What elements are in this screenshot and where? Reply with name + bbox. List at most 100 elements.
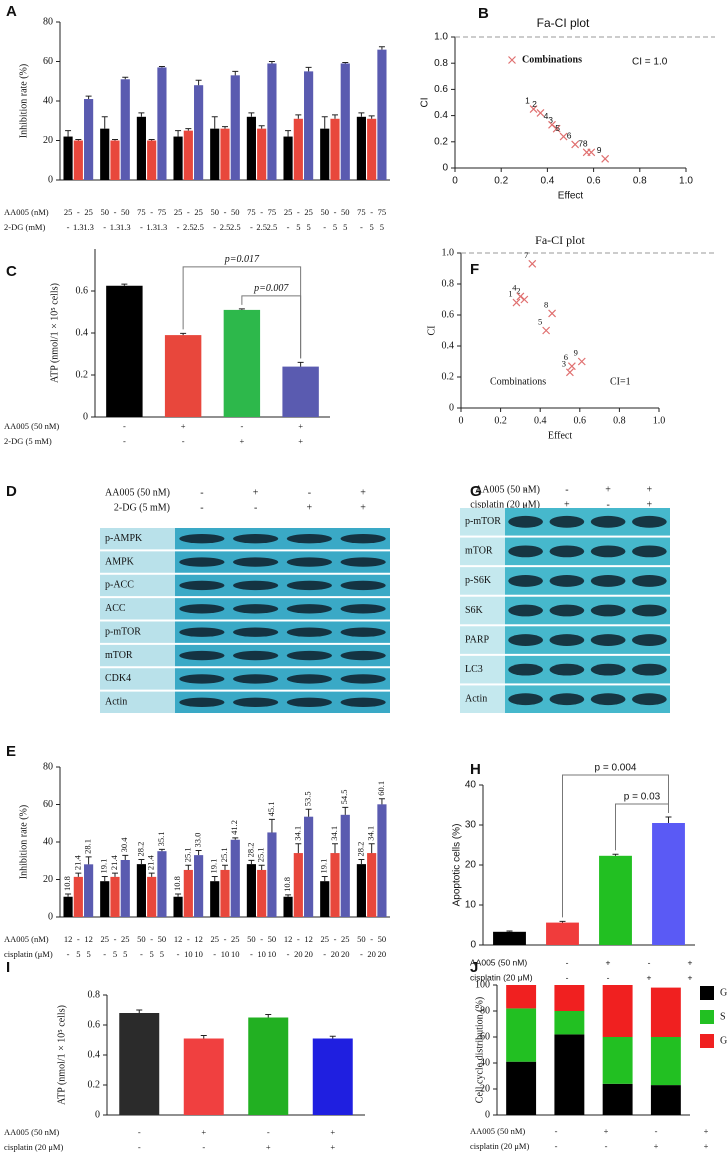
point-label: 7 xyxy=(578,139,583,149)
point-label: 9 xyxy=(597,145,602,155)
point xyxy=(548,120,556,129)
bar xyxy=(320,881,330,917)
bar-segment xyxy=(650,1037,681,1086)
blot-band xyxy=(179,604,225,614)
value-label: 19.1 xyxy=(209,859,219,874)
treatment-label: - xyxy=(308,487,311,498)
treatment-label: - xyxy=(565,484,568,495)
value-label: 28.2 xyxy=(245,843,255,858)
p-value: p=0.007 xyxy=(253,283,289,294)
treatment-label: + xyxy=(181,421,186,431)
blot-band xyxy=(179,557,225,567)
treatment-label: 5 xyxy=(296,222,300,232)
y-tick-label: 0.4 xyxy=(88,1049,101,1060)
bar xyxy=(157,851,167,917)
error-bar xyxy=(506,930,513,932)
treatment-label: 25 xyxy=(121,934,130,944)
treatment-label: 20 xyxy=(378,949,387,959)
bar xyxy=(194,85,204,180)
treatment-label: 5 xyxy=(86,949,90,959)
point xyxy=(529,105,538,113)
error-bar xyxy=(232,837,239,840)
treatment-label: 25 xyxy=(304,207,313,217)
blot-band xyxy=(632,634,667,646)
error-bar xyxy=(332,843,338,854)
error-bar xyxy=(101,876,108,882)
blot-label-zone xyxy=(460,537,505,566)
p-value: p = 0.004 xyxy=(595,763,637,774)
treatment-label: - xyxy=(138,1127,141,1137)
value-label: 41.2 xyxy=(229,820,239,835)
bar xyxy=(367,853,377,917)
blot-strip xyxy=(175,528,390,550)
point-label: 2 xyxy=(532,99,537,109)
blot-band xyxy=(286,697,332,707)
bar-segment xyxy=(506,985,537,1009)
blot-band xyxy=(179,674,225,684)
treatment-label: 25 xyxy=(210,934,219,944)
bar-segment xyxy=(602,1037,633,1084)
blot-band xyxy=(632,663,667,676)
bar xyxy=(312,1038,353,1115)
treatment-name: 2-DG (mM) xyxy=(4,222,45,232)
y-axis-label: CI xyxy=(420,98,431,108)
bar xyxy=(173,896,183,917)
bar xyxy=(63,136,73,180)
treatment-label: + xyxy=(360,502,366,513)
point xyxy=(601,154,610,163)
y-tick-label: 0 xyxy=(449,402,454,413)
error-bar xyxy=(121,283,128,286)
point xyxy=(559,132,568,141)
legend-marker xyxy=(508,56,516,64)
treatment-label: - xyxy=(555,1141,558,1151)
error-bar xyxy=(305,66,312,72)
blot-band xyxy=(179,534,225,544)
error-bar xyxy=(342,806,349,815)
blot-row-label: mTOR xyxy=(105,650,133,661)
treatment-name: AA005 (nM) xyxy=(4,207,49,217)
bar xyxy=(147,876,157,917)
error-bar xyxy=(85,95,92,100)
treatment-label: - xyxy=(77,207,80,217)
error-bar xyxy=(175,130,182,137)
blot-strip xyxy=(175,598,390,620)
treatment-label: - xyxy=(187,934,190,944)
blot-band xyxy=(590,515,626,528)
treatment-label: - xyxy=(250,949,253,959)
treatment-label: 50 xyxy=(100,207,109,217)
error-bar xyxy=(378,46,385,50)
error-bar xyxy=(268,818,275,833)
legend-label: S xyxy=(720,1011,726,1022)
error-bar xyxy=(329,1035,336,1039)
bar-segment xyxy=(554,1034,585,1115)
treatment-label: - xyxy=(250,222,253,232)
legend-swatch xyxy=(700,1034,714,1048)
y-tick-label: 100 xyxy=(475,979,490,990)
blot-band xyxy=(590,663,626,676)
y-tick-label: 0 xyxy=(485,1109,490,1120)
panel-letter: B xyxy=(478,5,489,22)
error-bar xyxy=(195,849,202,856)
bar-segment xyxy=(650,987,681,1037)
value-label: 28.1 xyxy=(83,839,93,854)
y-tick-label: 0.8 xyxy=(442,278,455,289)
x-tick-label: 0.8 xyxy=(633,176,647,187)
treatment-label: - xyxy=(524,484,527,495)
treatment-label: 50 xyxy=(158,934,167,944)
bar xyxy=(136,116,146,180)
treatment-label: 20 xyxy=(331,949,340,959)
bar xyxy=(340,63,350,180)
error-bar xyxy=(180,332,187,336)
treatment-label: - xyxy=(103,222,106,232)
error-bar xyxy=(138,858,145,865)
significance-bracket xyxy=(562,774,669,918)
treatment-label: - xyxy=(224,934,227,944)
blot-label-zone xyxy=(100,691,175,713)
blot-band xyxy=(179,580,225,591)
bar xyxy=(136,864,146,917)
treatment-label: + xyxy=(606,957,611,967)
treatment-label: + xyxy=(201,1127,206,1137)
treatment-label: 20 xyxy=(341,949,350,959)
treatment-label: 75 xyxy=(378,207,387,217)
treatment-label: 2.5 xyxy=(267,222,278,232)
